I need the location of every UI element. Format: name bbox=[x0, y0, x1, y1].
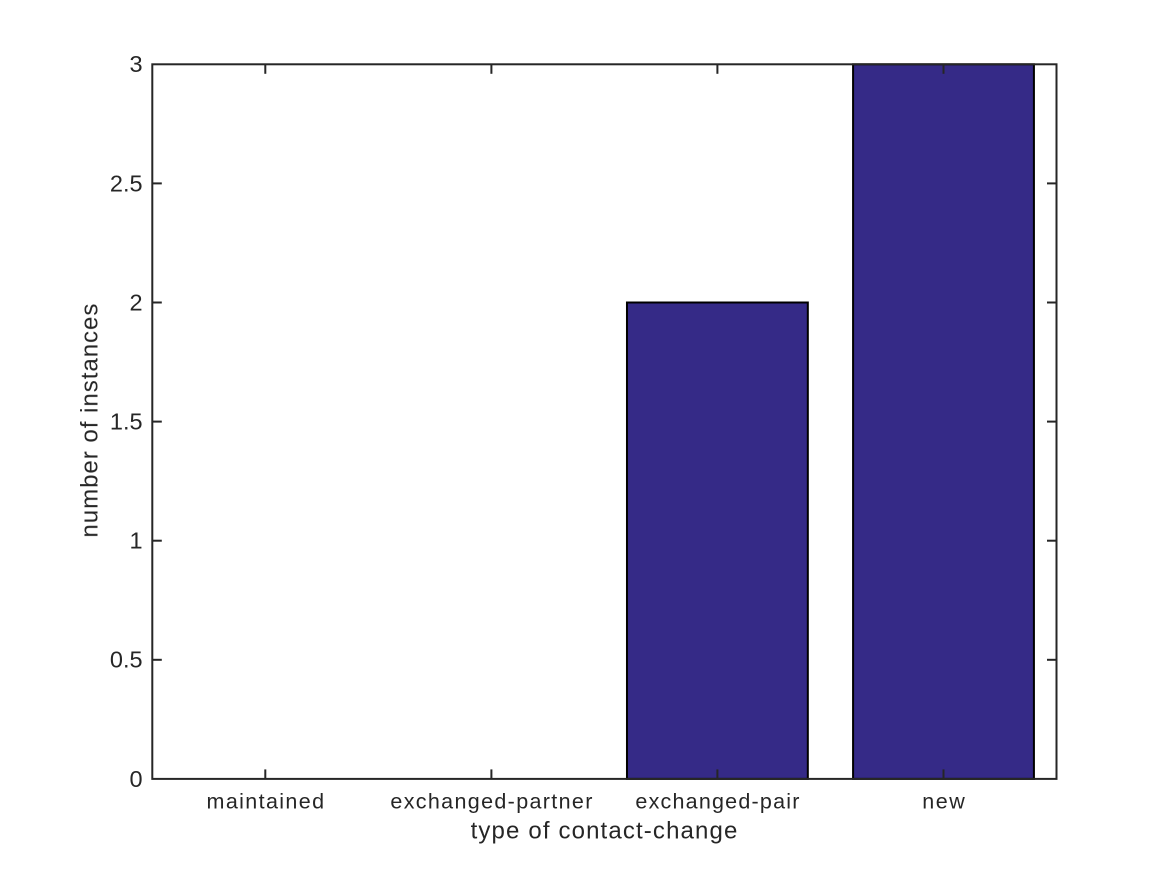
svg-text:3: 3 bbox=[130, 51, 143, 77]
svg-text:maintained: maintained bbox=[207, 790, 325, 814]
svg-text:1: 1 bbox=[130, 528, 143, 554]
svg-text:type of contact-change: type of contact-change bbox=[471, 817, 738, 844]
svg-text:2.5: 2.5 bbox=[110, 170, 143, 196]
svg-text:number of instances: number of instances bbox=[77, 304, 104, 538]
svg-text:0.5: 0.5 bbox=[110, 647, 143, 673]
svg-text:exchanged-partner: exchanged-partner bbox=[390, 790, 592, 814]
svg-text:new: new bbox=[922, 790, 965, 814]
svg-text:1.5: 1.5 bbox=[110, 409, 143, 435]
svg-text:2: 2 bbox=[130, 289, 143, 315]
svg-text:exchanged-pair: exchanged-pair bbox=[635, 790, 799, 814]
svg-text:0: 0 bbox=[130, 766, 143, 792]
